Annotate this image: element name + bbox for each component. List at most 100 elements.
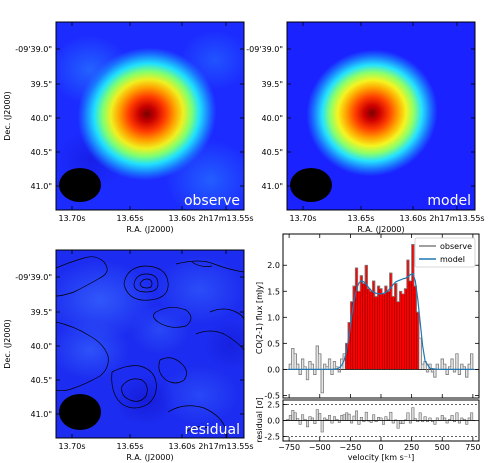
spectrum-legend: observe model	[414, 237, 476, 268]
residual-spectrum-xtick-label: 250	[404, 443, 419, 452]
spectrum-bar	[369, 291, 373, 370]
model-xlabel: R.A. (J2000)	[357, 225, 404, 234]
observe-xtick-label: 13.65s	[116, 214, 143, 223]
model-ytick-label: 41.0"	[262, 182, 284, 191]
residual-axes	[56, 250, 244, 438]
residual-spectrum-ytick-label: 0.0	[267, 417, 280, 426]
spectrum-ytick-label: 2.0	[267, 261, 280, 270]
residual-spectrum-bar	[372, 414, 376, 421]
spectrum-axes: -0.5 0.0 0.5 1.0 1.5 2.0	[264, 234, 479, 400]
model-ytick-label: 40.0"	[262, 114, 284, 123]
model-xtick-label: 13.70s	[289, 214, 316, 223]
residual-spectrum-bar	[347, 413, 351, 421]
observe-series-line	[286, 244, 476, 394]
observe-ytick-label: 41.0"	[31, 182, 53, 191]
residual-spectrum-bar	[298, 420, 302, 425]
residual-spectrum-bar	[381, 420, 385, 425]
residual-spectrum-bar	[320, 420, 324, 433]
model-panel-label: model	[427, 193, 471, 209]
residual-spectrum-ytick-label: -2.5	[264, 433, 280, 442]
residual-spectrum-bar	[455, 412, 459, 421]
residual-ytick-label: 40.0"	[31, 342, 53, 351]
model-frame	[286, 21, 476, 211]
residual-spectrum-bar	[301, 414, 305, 421]
residual-spectrum-bar	[418, 412, 422, 421]
residual-spectrum-bar	[396, 420, 400, 429]
observe-xtick-label: 13.60s	[168, 214, 195, 223]
residual-spectrum-bar	[332, 416, 336, 421]
residual-spectrum-bar	[328, 415, 332, 421]
residual-beam-icon	[59, 394, 101, 430]
spectrum-bar	[357, 291, 361, 370]
residual-ytick-label: 41.0"	[31, 410, 53, 419]
residual-spectrum-panel: -2.5 0.0 2.5 −750 −500 −250 0 250 500 750 residua…	[255, 397, 481, 462]
residual-xlabel: R.A. (J2000)	[126, 453, 173, 462]
observe-source-emission	[77, 47, 217, 181]
residual-spectrum-bar	[377, 417, 381, 421]
residual-spectrum-bar	[470, 412, 474, 421]
spectrum-bar	[381, 293, 385, 370]
model-source-emission	[306, 49, 438, 177]
spectrum-bar	[384, 285, 388, 370]
spectrum-bar	[401, 293, 405, 370]
residual-panel-label: residual	[185, 422, 240, 438]
residual-spectrum-bar	[440, 415, 444, 421]
model-ytick-label: 40.5"	[262, 148, 284, 157]
residual-spectrum-bar	[406, 412, 410, 421]
residual-spectrum-ytick-label: 2.5	[267, 400, 280, 409]
residual-spectrum-bar	[399, 420, 403, 424]
residual-spectrum-plot-area	[283, 404, 479, 437]
spectrum-ytick-label: 0.0	[267, 365, 280, 374]
spectrum-plot-area	[283, 244, 479, 394]
residual-spectrum-bar	[384, 416, 388, 421]
residual-xtick-label: 13.70s	[58, 442, 85, 451]
residual-spectrum-bar	[465, 420, 469, 425]
spectrum-bar	[396, 301, 400, 370]
residual-contours	[56, 256, 244, 438]
residual-panel: residual -09'39.0" 39.5" 40.0" 40.5" 41.…	[3, 249, 254, 462]
model-panel: model -09'39.0" 39.5" 40.0" 40.5" 41.0" …	[246, 21, 485, 234]
residual-spectrum-bar	[293, 412, 297, 421]
observe-xtick-label: 13.70s	[58, 214, 85, 223]
spectrum-ytick-label: -0.5	[264, 391, 280, 400]
residual-spectrum-bar	[355, 410, 358, 421]
residual-spectrum-bar	[291, 410, 295, 421]
residual-ytick-label: -09'39.0"	[15, 273, 52, 282]
observe-frame	[55, 21, 245, 211]
spectrum-bar	[362, 283, 366, 370]
spectrum-bar	[391, 296, 395, 370]
spectrum-bar	[386, 291, 390, 370]
residual-spectrum-xtick-label: −500	[309, 443, 331, 452]
spectrum-bar	[374, 296, 378, 370]
residual-spectrum-xlabel: velocity [km s⁻¹]	[348, 453, 415, 462]
residual-spectrum-bar	[352, 415, 356, 421]
residual-spectrum-bar	[357, 420, 361, 425]
residual-spectrum-bar	[342, 414, 346, 421]
spectrum-bar	[404, 288, 407, 370]
observe-xlabel: R.A. (J2000)	[126, 225, 173, 234]
observe-ytick-label: 40.5"	[31, 148, 53, 157]
residual-xtick-label: 2h17m13.55s	[198, 442, 253, 451]
observe-panel: observe -09'39.0" 39.5" 40.0" 40.5" 41.0…	[3, 21, 254, 234]
residual-spectrum-bar	[450, 415, 454, 421]
model-xtick-label: 2h17m13.55s	[429, 214, 484, 223]
legend-observe-label: observe	[440, 242, 472, 251]
residual-spectrum-bar	[359, 417, 363, 421]
spectrum-bar	[377, 285, 381, 370]
residual-spectrum-xtick-label: 0	[378, 443, 383, 452]
residual-spectrum-bar	[411, 407, 415, 421]
observe-axes	[56, 22, 244, 210]
model-ytick-label: 39.5"	[262, 80, 284, 89]
observe-ytick-label: -09'39.0"	[15, 45, 52, 54]
spectrum-ytick-label: 0.5	[267, 339, 280, 348]
spectrum-ytick-label: 1.0	[267, 313, 280, 322]
residual-spectrum-bar	[340, 415, 344, 421]
residual-ytick-label: 40.5"	[31, 376, 53, 385]
spectrum-bar	[367, 288, 371, 370]
model-xtick-label: 13.65s	[347, 214, 374, 223]
residual-spectrum-axes: -2.5 0.0 2.5 −750 −500 −250 0 250 500 750	[264, 400, 480, 452]
residual-spectrum-bar	[364, 411, 368, 421]
model-ytick-label: -09'39.0"	[246, 45, 283, 54]
spectrum-bar	[399, 291, 403, 370]
